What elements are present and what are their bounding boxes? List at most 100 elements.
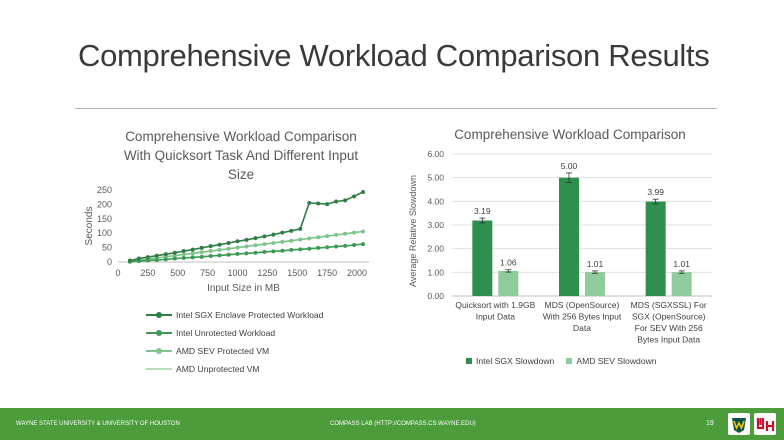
category-label: Input Data — [476, 312, 515, 322]
data-point — [307, 246, 312, 251]
line-chart-title-line: With Quicksort Task And Different Input — [123, 148, 359, 163]
data-point — [190, 255, 195, 260]
y-tick-label: 200 — [97, 199, 112, 209]
y-tick-label: 100 — [97, 228, 112, 238]
data-point — [352, 230, 357, 235]
data-point — [298, 247, 303, 252]
y-tick-label: 6.00 — [427, 149, 444, 159]
y-tick-label: 0 — [107, 257, 112, 267]
legend-item: Intel SGX Slowdown — [466, 356, 554, 366]
data-point — [199, 245, 204, 250]
y-axis-label: Average Relative Slowdown — [408, 175, 418, 287]
legend-item: Intel SGX Enclave Protected Workload — [146, 306, 323, 324]
data-point — [154, 257, 159, 262]
data-point — [127, 258, 132, 263]
data-point — [271, 232, 276, 237]
legend-label: AMD Unprotected VM — [176, 364, 260, 374]
data-point — [199, 250, 204, 255]
data-point — [217, 253, 222, 258]
x-tick-label: 1250 — [257, 268, 277, 278]
footer-lab-link: COMPASS LAB (HTTP://COMPASS.CS.WAYNE.EDU… — [330, 421, 476, 427]
y-tick-label: 3.00 — [427, 220, 444, 230]
y-tick-label: 4.00 — [427, 196, 444, 206]
data-point — [361, 229, 366, 234]
legend-swatch — [146, 364, 172, 374]
bar — [559, 177, 579, 296]
legend-item: AMD SEV Protected VM — [146, 342, 323, 360]
legend-swatch — [146, 310, 172, 320]
legend-item: AMD SEV Slowdown — [566, 356, 657, 366]
bar — [472, 220, 493, 296]
legend-swatch — [146, 346, 172, 356]
bar-chart-legend: Intel SGX Slowdown AMD SEV Slowdown — [466, 356, 669, 366]
data-point — [334, 232, 339, 237]
data-label: 1.01 — [673, 259, 690, 269]
legend-label: AMD SEV Slowdown — [576, 356, 657, 366]
data-point — [262, 249, 267, 254]
data-point — [208, 244, 213, 249]
data-point — [316, 245, 321, 250]
data-point — [199, 254, 204, 259]
footer-universities: WAYNE STATE UNIVERSITY & UNIVERSITY OF H… — [16, 421, 180, 427]
footer-bar: WAYNE STATE UNIVERSITY & UNIVERSITY OF H… — [0, 408, 784, 440]
category-label: SGX (OpenSource) — [632, 312, 706, 322]
data-point — [361, 242, 366, 247]
category-label: For SEV With 256 — [635, 323, 703, 333]
x-tick-label: 2000 — [347, 268, 367, 278]
title-divider — [75, 108, 717, 109]
data-point — [289, 247, 294, 252]
y-tick-label: 0.00 — [427, 291, 444, 301]
x-tick-label: 750 — [200, 268, 215, 278]
y-tick-label: 150 — [97, 214, 112, 224]
data-label: 1.01 — [587, 259, 604, 269]
category-label: Bytes Input Data — [637, 335, 700, 345]
data-point — [280, 248, 285, 253]
data-point — [235, 239, 240, 244]
data-point — [325, 234, 330, 239]
page-number: 19 — [706, 420, 714, 427]
data-point — [343, 231, 348, 236]
x-tick-label: 1750 — [317, 268, 337, 278]
bar — [671, 272, 692, 296]
legend-swatch — [466, 358, 472, 364]
data-label: 3.19 — [474, 206, 491, 216]
legend-item: Intel Unrotected Workload — [146, 324, 323, 342]
data-point — [217, 247, 222, 252]
data-point — [208, 253, 213, 258]
data-point — [280, 239, 285, 244]
x-tick-label: 0 — [115, 268, 120, 278]
data-point — [136, 256, 141, 261]
x-tick-label: 1500 — [287, 268, 307, 278]
x-axis-label: Input Size in MB — [207, 283, 280, 294]
data-point — [361, 190, 366, 195]
bar — [585, 272, 605, 296]
data-point — [262, 234, 267, 239]
slide-title: Comprehensive Workload Comparison Result… — [78, 38, 710, 73]
data-point — [235, 251, 240, 256]
y-tick-label: 50 — [102, 243, 112, 253]
bar — [645, 201, 666, 296]
data-point — [190, 251, 195, 256]
data-point — [145, 258, 150, 263]
category-label: MDS (SGXSSL) For — [631, 300, 707, 310]
data-point — [253, 250, 258, 255]
data-point — [226, 240, 231, 245]
data-point — [352, 243, 357, 248]
wsu-logo — [728, 413, 750, 435]
data-point — [145, 255, 150, 260]
legend-label: Intel SGX Enclave Protected Workload — [176, 310, 324, 320]
data-point — [226, 246, 231, 251]
data-point — [253, 243, 258, 248]
category-label: Quicksort with 1.9GB — [455, 300, 535, 310]
data-point — [271, 249, 276, 254]
legend-label: Intel Unrotected Workload — [176, 328, 276, 338]
bar — [498, 270, 519, 296]
data-point — [163, 252, 168, 257]
y-tick-label: 2.00 — [427, 244, 444, 254]
data-point — [244, 244, 249, 249]
data-point — [181, 249, 186, 254]
data-point — [154, 253, 159, 258]
uh-logo — [754, 413, 776, 435]
